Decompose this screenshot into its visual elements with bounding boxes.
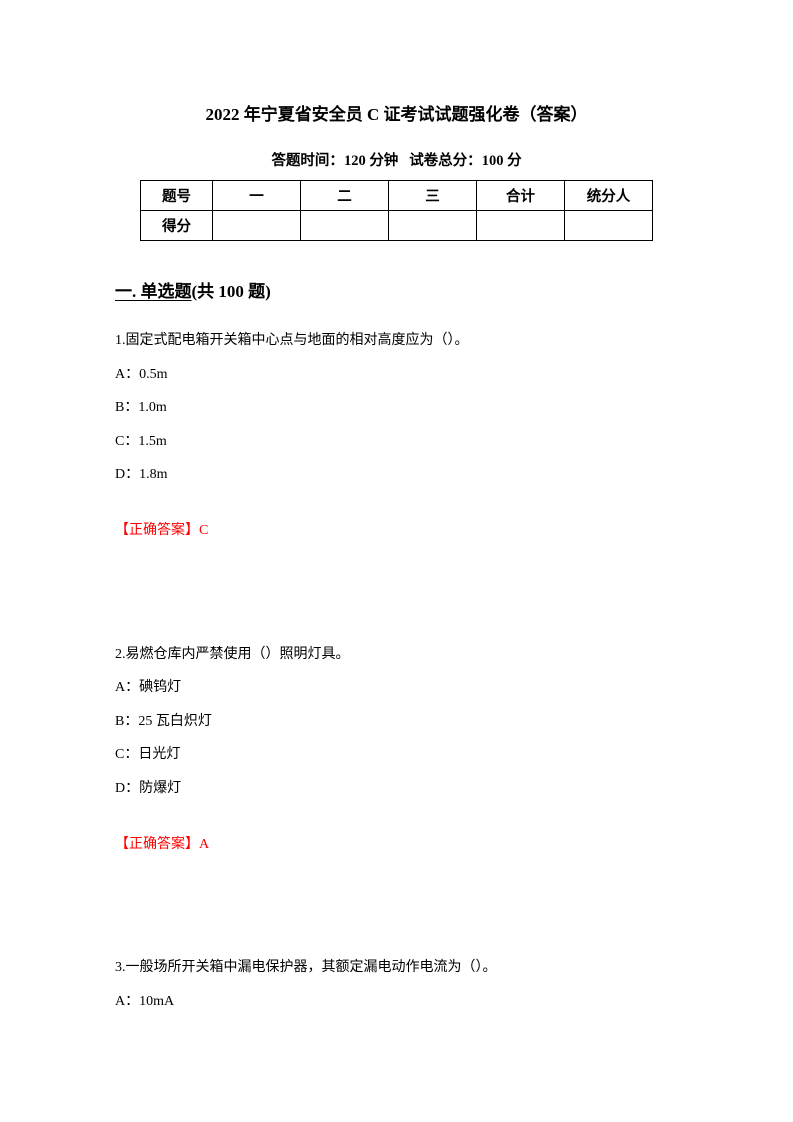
option-d: D：防爆灯 <box>115 772 678 806</box>
answer-value: A <box>199 837 209 852</box>
answer-label: 【正确答案】 <box>115 837 199 852</box>
table-cell: 二 <box>301 181 389 211</box>
table-cell: 得分 <box>141 211 213 241</box>
time-label: 答题时间： <box>271 153 344 169</box>
table-cell: 题号 <box>141 181 213 211</box>
question-text: 2.易燃仓库内严禁使用（）照明灯具。 <box>115 638 678 672</box>
table-cell <box>477 211 565 241</box>
answer: 【正确答案】A <box>115 828 678 862</box>
question-number: 3. <box>115 960 126 975</box>
table-cell <box>213 211 301 241</box>
table-cell: 统分人 <box>565 181 653 211</box>
question-text: 3.一般场所开关箱中漏电保护器，其额定漏电动作电流为（）。 <box>115 951 678 985</box>
score-label: 试卷总分： <box>409 153 482 169</box>
score-value: 100 分 <box>482 153 522 169</box>
question-1: 1.固定式配电箱开关箱中心点与地面的相对高度应为（）。 A：0.5m B：1.0… <box>115 324 678 548</box>
option-c: C：日光灯 <box>115 738 678 772</box>
table-score-row: 得分 <box>141 211 653 241</box>
question-3: 3.一般场所开关箱中漏电保护器，其额定漏电动作电流为（）。 A：10mA <box>115 951 678 1018</box>
section-heading: 一. 单选题(共 100 题) <box>115 277 678 302</box>
table-cell <box>301 211 389 241</box>
question-body: 固定式配电箱开关箱中心点与地面的相对高度应为（）。 <box>126 333 469 348</box>
answer-value: C <box>199 523 208 538</box>
table-cell <box>565 211 653 241</box>
answer-label: 【正确答案】 <box>115 523 199 538</box>
option-a: A：10mA <box>115 985 678 1019</box>
option-b: B：25 瓦白炽灯 <box>115 705 678 739</box>
table-cell <box>389 211 477 241</box>
table-cell: 三 <box>389 181 477 211</box>
option-b: B：1.0m <box>115 391 678 425</box>
section-suffix: (共 100 题) <box>192 282 271 301</box>
exam-info: 答题时间：120 分钟 试卷总分：100 分 <box>115 149 678 170</box>
option-a: A：0.5m <box>115 358 678 392</box>
question-2: 2.易燃仓库内严禁使用（）照明灯具。 A：碘钨灯 B：25 瓦白炽灯 C：日光灯… <box>115 638 678 862</box>
table-cell: 一 <box>213 181 301 211</box>
question-number: 1. <box>115 333 126 348</box>
page-title: 2022 年宁夏省安全员 C 证考试试题强化卷（答案） <box>115 100 678 125</box>
question-number: 2. <box>115 647 126 662</box>
table-header-row: 题号 一 二 三 合计 统分人 <box>141 181 653 211</box>
answer: 【正确答案】C <box>115 514 678 548</box>
option-a: A：碘钨灯 <box>115 671 678 705</box>
score-table: 题号 一 二 三 合计 统分人 得分 <box>140 180 653 241</box>
section-prefix: 一. 单选题 <box>115 282 192 301</box>
table-cell: 合计 <box>477 181 565 211</box>
question-body: 一般场所开关箱中漏电保护器，其额定漏电动作电流为（）。 <box>126 960 497 975</box>
question-body: 易燃仓库内严禁使用（）照明灯具。 <box>126 647 350 662</box>
option-c: C：1.5m <box>115 425 678 459</box>
option-d: D：1.8m <box>115 458 678 492</box>
question-text: 1.固定式配电箱开关箱中心点与地面的相对高度应为（）。 <box>115 324 678 358</box>
time-value: 120 分钟 <box>344 153 398 169</box>
